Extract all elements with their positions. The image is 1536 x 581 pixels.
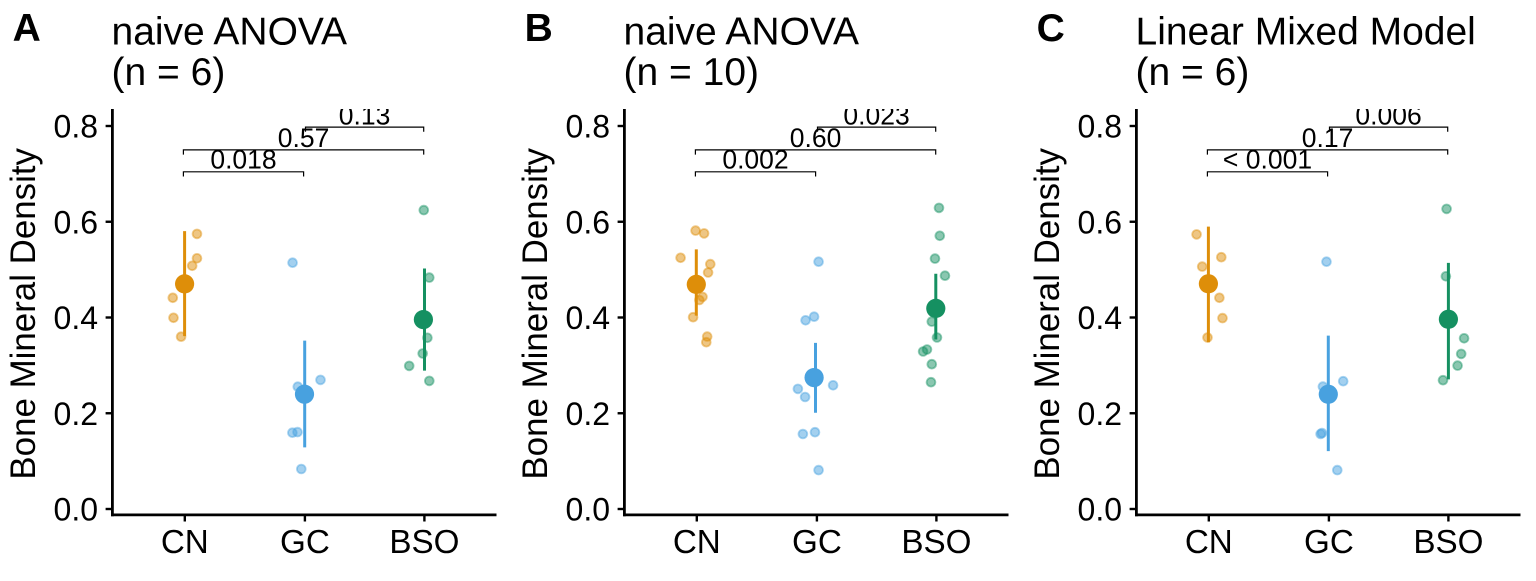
svg-text:0.0: 0.0 bbox=[566, 492, 610, 528]
svg-text:GC: GC bbox=[792, 524, 842, 561]
svg-text:0.6: 0.6 bbox=[54, 204, 98, 240]
svg-text:0.13: 0.13 bbox=[339, 100, 391, 130]
svg-text:0.6: 0.6 bbox=[1078, 204, 1122, 240]
svg-text:Bone Mineral Density: Bone Mineral Density bbox=[4, 147, 43, 479]
svg-text:0.6: 0.6 bbox=[566, 204, 610, 240]
svg-text:0.018: 0.018 bbox=[210, 145, 276, 175]
svg-text:Linear Mixed Model: Linear Mixed Model bbox=[1136, 10, 1476, 53]
svg-text:0.8: 0.8 bbox=[566, 109, 610, 145]
svg-text:0.4: 0.4 bbox=[566, 300, 610, 336]
svg-text:(n = 10): (n = 10) bbox=[624, 51, 760, 94]
svg-text:0.023: 0.023 bbox=[843, 100, 909, 130]
svg-text:Bone Mineral Density: Bone Mineral Density bbox=[516, 147, 555, 479]
svg-text:CN: CN bbox=[161, 524, 209, 561]
svg-text:naive ANOVA: naive ANOVA bbox=[112, 10, 348, 53]
svg-text:0.57: 0.57 bbox=[278, 123, 330, 153]
svg-text:0.002: 0.002 bbox=[722, 145, 788, 175]
svg-text:A: A bbox=[13, 7, 41, 50]
svg-text:0.0: 0.0 bbox=[54, 492, 98, 528]
svg-text:0.2: 0.2 bbox=[1078, 396, 1122, 432]
svg-text:0.8: 0.8 bbox=[54, 109, 98, 145]
svg-text:0.8: 0.8 bbox=[1078, 109, 1122, 145]
svg-text:Bone Mineral Density: Bone Mineral Density bbox=[1028, 147, 1067, 479]
svg-text:BSO: BSO bbox=[389, 524, 459, 561]
svg-text:GC: GC bbox=[1304, 524, 1354, 561]
svg-text:0.4: 0.4 bbox=[1078, 300, 1122, 336]
svg-text:0.17: 0.17 bbox=[1302, 123, 1354, 153]
svg-text:CN: CN bbox=[1185, 524, 1233, 561]
svg-text:< 0.001: < 0.001 bbox=[1223, 145, 1312, 175]
svg-text:0.2: 0.2 bbox=[566, 396, 610, 432]
svg-text:0.60: 0.60 bbox=[790, 123, 842, 153]
svg-text:B: B bbox=[525, 7, 553, 50]
svg-text:naive ANOVA: naive ANOVA bbox=[624, 10, 860, 53]
svg-text:CN: CN bbox=[673, 524, 721, 561]
svg-text:(n = 6): (n = 6) bbox=[112, 51, 226, 94]
svg-text:BSO: BSO bbox=[901, 524, 971, 561]
svg-text:BSO: BSO bbox=[1413, 524, 1483, 561]
svg-text:(n = 6): (n = 6) bbox=[1136, 51, 1250, 94]
svg-text:GC: GC bbox=[280, 524, 330, 561]
svg-text:0.0: 0.0 bbox=[1078, 492, 1122, 528]
svg-text:0.4: 0.4 bbox=[54, 300, 98, 336]
svg-text:0.006: 0.006 bbox=[1355, 100, 1421, 130]
svg-text:C: C bbox=[1037, 7, 1065, 50]
svg-text:0.2: 0.2 bbox=[54, 396, 98, 432]
